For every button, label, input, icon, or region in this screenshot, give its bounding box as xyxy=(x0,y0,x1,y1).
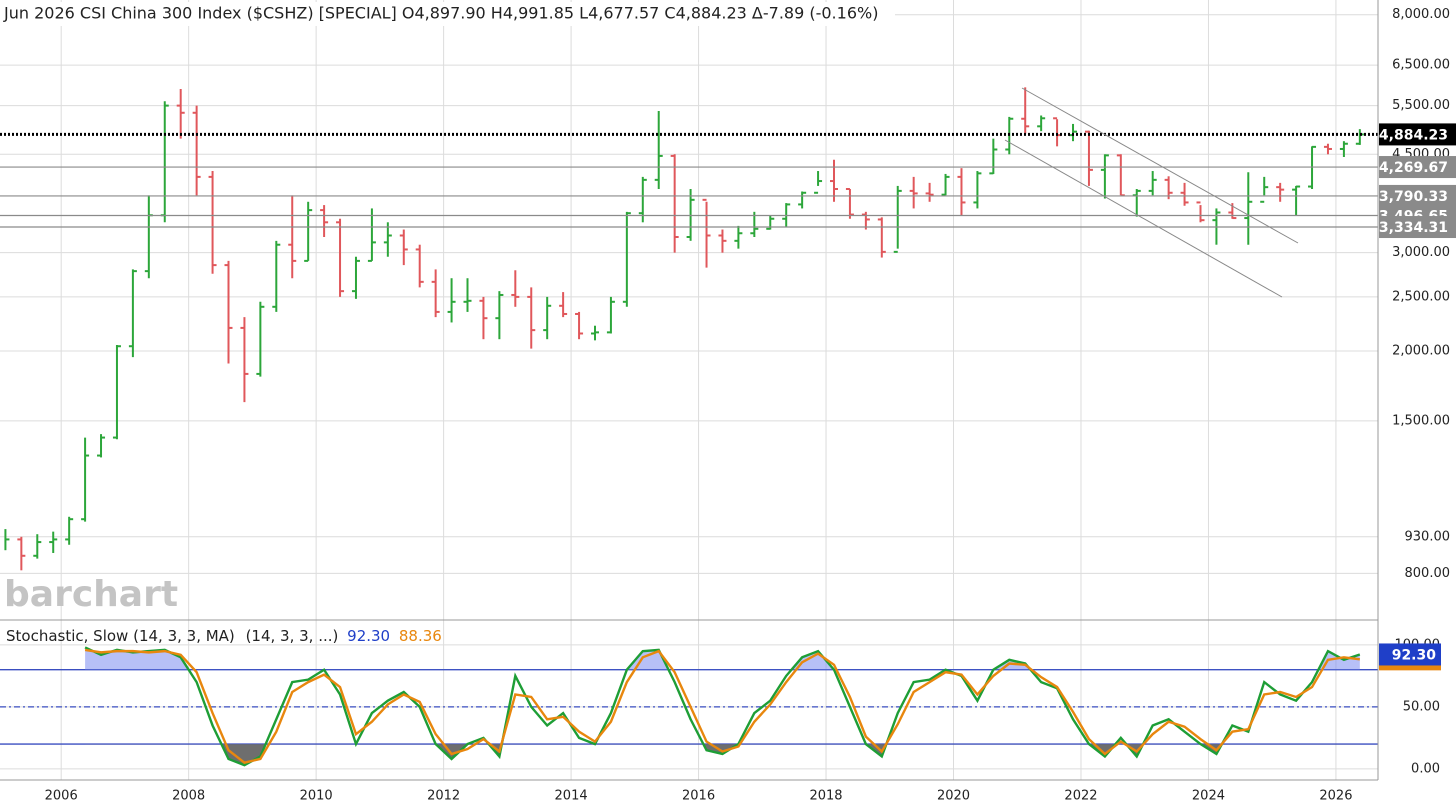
stochastic-name: Stochastic, Slow xyxy=(6,627,128,645)
level-label: 4,269.67 xyxy=(1379,160,1448,176)
value-label: 92.30 xyxy=(1392,647,1437,663)
x-tick-label: 2018 xyxy=(809,789,842,804)
stochastic-line xyxy=(84,648,1360,764)
x-tick-label: 2024 xyxy=(1192,789,1225,804)
x-tick-label: 2014 xyxy=(555,789,588,804)
title-bg xyxy=(0,2,895,26)
legend-entry: (14, 3, 3, ...) xyxy=(246,627,339,645)
y-tick-label: 0.00 xyxy=(1411,761,1440,776)
y-tick-label: 930.00 xyxy=(1405,529,1451,544)
marks xyxy=(0,87,1378,767)
level-box xyxy=(1379,184,1456,207)
x-tick-label: 2020 xyxy=(937,789,970,804)
x-tick-label: 2008 xyxy=(172,789,205,804)
channel-line xyxy=(1021,87,1299,244)
x-tick-label: 2012 xyxy=(427,789,460,804)
level-box xyxy=(1379,216,1456,239)
channel-line xyxy=(1004,139,1283,298)
x-tick-label: 2026 xyxy=(1319,789,1352,804)
y-tick-label: 1,500.00 xyxy=(1392,413,1450,428)
y-tick-label: 2,000.00 xyxy=(1392,344,1450,359)
y-tick-label: 3,000.00 xyxy=(1392,245,1450,260)
legend-entry: (14, 3, 3, MA) xyxy=(133,627,235,645)
legend-value: 88.36 xyxy=(399,627,442,645)
level-box xyxy=(1379,123,1456,146)
stochastic-line xyxy=(84,646,1361,767)
y-tick-label: 800.00 xyxy=(1405,566,1451,581)
legend-value: 92.30 xyxy=(347,627,390,645)
level-label: 4,884.23 xyxy=(1379,127,1448,143)
value-box xyxy=(1379,643,1441,666)
y-tick-label: 5,500.00 xyxy=(1392,98,1450,113)
x-tick-label: 2016 xyxy=(682,789,715,804)
y-tick-label: 2,500.00 xyxy=(1392,289,1450,304)
y-tick-label: 6,500.00 xyxy=(1392,58,1450,73)
x-tick-label: 2006 xyxy=(45,789,78,804)
chart-title: Jun 2026 CSI China 300 Index ($CSHZ) [SP… xyxy=(3,4,878,23)
level-box xyxy=(1379,156,1456,179)
labels: 2006 2008 2010 2012 2014 2016 2018 2020 2022 2024… xyxy=(45,7,1456,804)
y-tick-label: 8,000.00 xyxy=(1392,7,1450,22)
y-tick-label: 50.00 xyxy=(1403,699,1440,714)
level-label: 3,790.33 xyxy=(1379,189,1448,205)
x-tick-label: 2010 xyxy=(300,789,333,804)
stochastic-title: Stochastic, Slow (14, 3, 3, MA) (14, 3, … xyxy=(6,627,442,645)
x-tick-label: 2022 xyxy=(1064,789,1097,804)
watermark: barchart xyxy=(4,574,178,615)
level-label: 3,334.31 xyxy=(1379,220,1448,236)
